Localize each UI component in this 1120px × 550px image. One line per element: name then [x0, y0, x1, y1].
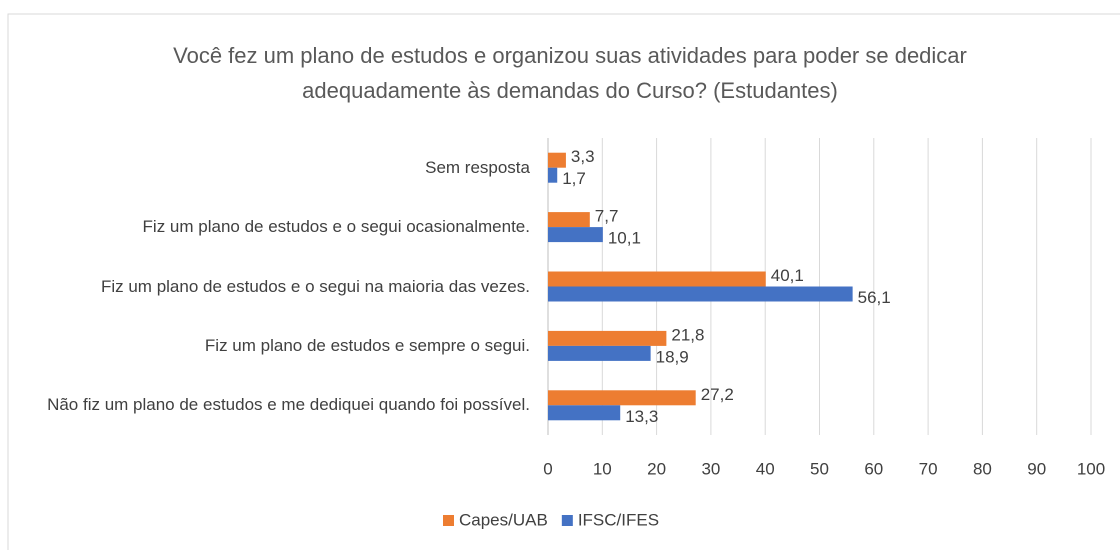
- x-tick-label: 90: [1027, 459, 1046, 478]
- x-tick-label: 80: [973, 459, 992, 478]
- bar: [548, 390, 696, 406]
- x-tick-label: 30: [701, 459, 720, 478]
- x-tick-label: 70: [919, 459, 938, 478]
- data-label: 3,3: [571, 147, 595, 166]
- x-tick-label: 0: [543, 459, 552, 478]
- category-label: Fiz um plano de estudos e o segui ocasio…: [142, 217, 530, 237]
- bar: [548, 152, 566, 168]
- legend-label: IFSC/IFES: [578, 510, 659, 529]
- data-label: 56,1: [858, 288, 891, 307]
- x-tick-label: 10: [593, 459, 612, 478]
- x-tick-label: 60: [864, 459, 883, 478]
- data-label: 18,9: [656, 347, 689, 366]
- data-label: 1,7: [562, 169, 586, 188]
- bar: [548, 345, 651, 361]
- legend-swatch: [443, 515, 454, 526]
- bar: [548, 167, 558, 183]
- x-tick-label: 100: [1077, 459, 1105, 478]
- legend-label: Capes/UAB: [459, 510, 548, 529]
- chart-title: Você fez um plano de estudos e organizou…: [173, 43, 967, 103]
- data-label: 21,8: [671, 325, 704, 344]
- bar: [548, 227, 603, 243]
- bar: [548, 405, 621, 421]
- data-label: 10,1: [608, 229, 641, 248]
- x-tick-label: 40: [756, 459, 775, 478]
- bar: [548, 286, 853, 302]
- category-label: Fiz um plano de estudos e sempre o segui…: [204, 335, 530, 355]
- bar: [548, 271, 766, 287]
- category-label: Fiz um plano de estudos e o segui na mai…: [100, 276, 530, 296]
- data-label: 7,7: [595, 207, 619, 226]
- legend-swatch: [561, 515, 573, 526]
- x-tick-label: 20: [647, 459, 666, 478]
- data-label: 13,3: [625, 407, 658, 426]
- data-label: 27,2: [701, 385, 734, 404]
- category-label: Não fiz um plano de estudos e me dedique…: [47, 395, 530, 415]
- bar: [548, 212, 590, 228]
- bar: [548, 330, 667, 346]
- chart-border: [7, 13, 1120, 550]
- data-label: 40,1: [771, 266, 804, 285]
- category-label: Sem resposta: [425, 157, 530, 177]
- x-tick-label: 50: [810, 459, 829, 478]
